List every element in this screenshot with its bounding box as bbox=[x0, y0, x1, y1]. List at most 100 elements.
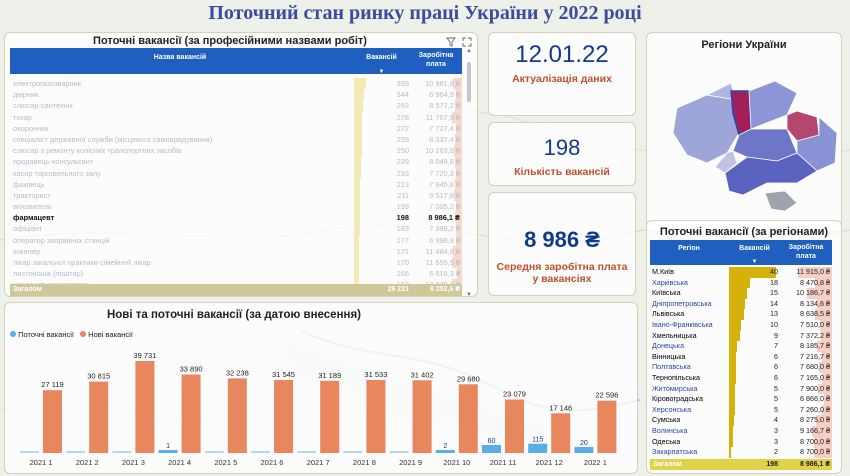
profession-name: електрогазозварник bbox=[13, 79, 81, 88]
region-col-count-header[interactable]: Вакансій ▼ bbox=[729, 244, 780, 267]
region-salary-bar bbox=[814, 436, 832, 448]
professions-table-header: Назва вакансій Вакансій ▼ Заробітна плат… bbox=[10, 48, 462, 77]
scroll-down-icon[interactable]: ▼ bbox=[466, 292, 472, 298]
legend-current-label[interactable]: Поточні вакансії bbox=[18, 330, 74, 339]
profession-row[interactable]: охоронник 272 7 727,4 ₴ bbox=[10, 122, 462, 134]
region-count-cell: 5 bbox=[729, 394, 780, 405]
scroll-thumb[interactable] bbox=[467, 62, 471, 102]
filter-icon[interactable] bbox=[446, 34, 456, 47]
regions-table-header: Регіон Вакансій ▼ Заробітна плата bbox=[650, 240, 832, 265]
region-row[interactable]: Одеська 3 8 700,0 ₴ bbox=[650, 436, 832, 448]
new-vacancies-bar bbox=[597, 400, 617, 453]
region-row[interactable]: Вінницька 6 7 216,7 ₴ bbox=[650, 351, 832, 363]
profession-row[interactable]: касир торговельного залу 233 7 720,3 ₴ bbox=[10, 167, 462, 179]
col-count-header[interactable]: Вакансій ▼ bbox=[354, 53, 409, 77]
profession-row[interactable]: фармацевт 198 8 986,1 ₴ bbox=[10, 212, 462, 224]
category-label: 2022 1 bbox=[584, 458, 607, 467]
region-row[interactable]: Житомирська 5 7 900,0 ₴ bbox=[650, 383, 832, 395]
region-count-cell: 6 bbox=[729, 351, 780, 363]
professions-scrollbar[interactable]: ▲ ▼ bbox=[466, 48, 472, 298]
professions-table-body: електрогазозварник 399 10 981,8 ₴ двірник 34… bbox=[10, 78, 462, 291]
new-value-label: 39 731 bbox=[133, 351, 156, 360]
profession-name: фахівець bbox=[13, 179, 45, 189]
current-vacancies-bar bbox=[343, 451, 363, 453]
region-salary: 7 680,0 ₴ bbox=[800, 362, 830, 372]
region-name: Донецька bbox=[652, 341, 685, 351]
region-row[interactable]: Сумська 4 8 275,0 ₴ bbox=[650, 415, 832, 426]
ukraine-map[interactable] bbox=[647, 33, 843, 233]
col-name-header[interactable]: Назва вакансій bbox=[153, 54, 207, 61]
scroll-up-icon[interactable]: ▲ bbox=[466, 48, 472, 54]
category-label: 2021 4 bbox=[168, 458, 191, 467]
region-row[interactable]: Донецька 7 8 185,7 ₴ bbox=[650, 341, 832, 352]
profession-row[interactable]: фахівець 213 7 945,8 ₴ bbox=[10, 178, 462, 190]
region-col-salary-header[interactable]: Заробітна плата bbox=[788, 244, 824, 260]
profession-row[interactable]: слюсар-сантехнік 293 8 577,2 ₴ bbox=[10, 100, 462, 112]
profession-salary-cell: 7 727,4 ₴ bbox=[410, 122, 462, 134]
profession-name: оператор заправних станцій bbox=[13, 235, 110, 245]
region-row[interactable]: Тернопільська 6 7 165,0 ₴ bbox=[650, 372, 832, 384]
kpi-salary-label-1: Середня заробітна плата bbox=[496, 261, 628, 273]
region-salary-cell: 8 185,7 ₴ bbox=[781, 341, 832, 352]
region-name: Одеська bbox=[652, 436, 681, 446]
current-vacancies-bar bbox=[112, 451, 132, 453]
region-salary-bar bbox=[821, 351, 832, 363]
region-row[interactable]: Львівська 13 8 638,5 ₴ bbox=[650, 309, 832, 320]
profession-name: листоноша (поштар) bbox=[13, 269, 84, 279]
profession-salary: 6 616,3 ₴ bbox=[429, 269, 460, 279]
region-row[interactable]: Кіровоградська 5 6 866,0 ₴ bbox=[650, 394, 832, 405]
region-row[interactable]: Закарпатська 2 8 700,0 ₴ bbox=[650, 447, 832, 458]
category-label: 2021 7 bbox=[307, 458, 330, 467]
profession-row[interactable]: токар 278 11 767,9 ₴ bbox=[10, 111, 462, 123]
region-salary-cell: 11 915,0 ₴ bbox=[781, 267, 832, 278]
salary-bar bbox=[456, 201, 462, 213]
category-label: 2021 2 bbox=[76, 458, 99, 467]
current-value-label: 2 bbox=[443, 443, 447, 450]
current-vacancies-bar bbox=[574, 447, 594, 453]
region-col-name-header[interactable]: Регіон bbox=[678, 245, 700, 252]
profession-row[interactable]: лікар загальної практики-сімейний лікар 1… bbox=[10, 257, 462, 269]
region-count: 5 bbox=[774, 394, 778, 404]
legend-new-label[interactable]: Нові вакансії bbox=[88, 330, 133, 339]
kpi-date-label: Актуалізація даних bbox=[512, 73, 612, 85]
region-row[interactable]: Полтавська 6 7 680,0 ₴ bbox=[650, 362, 832, 373]
region-row[interactable]: Волинська 3 9 166,7 ₴ bbox=[650, 425, 832, 437]
profession-row[interactable]: інженер 171 11 484,8 ₴ bbox=[10, 245, 462, 257]
profession-row[interactable]: офіціант 183 7 398,2 ₴ bbox=[10, 223, 462, 235]
profession-count: 233 bbox=[396, 168, 409, 178]
map-panel: Регіони України bbox=[646, 32, 842, 232]
col-salary-header[interactable]: Заробітна плата bbox=[418, 52, 454, 68]
profession-row[interactable]: спеціаліст державної служби (місцевого с… bbox=[10, 133, 462, 146]
profession-row[interactable]: тракторист 211 9 517,8 ₴ bbox=[10, 189, 462, 202]
region-count: 3 bbox=[774, 425, 778, 435]
profession-row[interactable]: слюсар з ремонту колісних транспортних з… bbox=[10, 145, 462, 157]
count-bar bbox=[354, 167, 361, 179]
profession-salary-cell: 11 484,8 ₴ bbox=[410, 245, 462, 257]
region-row[interactable]: М.Київ 40 11 915,0 ₴ bbox=[650, 267, 832, 278]
profession-row[interactable]: електрогазозварник 399 10 981,8 ₴ bbox=[10, 78, 462, 90]
current-vacancies-bar bbox=[435, 450, 455, 453]
region-row[interactable]: Хмельницька 9 7 372,2 ₴ bbox=[650, 330, 832, 342]
map-north bbox=[748, 80, 798, 130]
profession-count-cell: 399 bbox=[354, 78, 409, 90]
profession-row[interactable]: двірник 344 6 964,9 ₴ bbox=[10, 89, 462, 101]
focus-mode-icon[interactable] bbox=[462, 34, 472, 47]
count-bar bbox=[354, 201, 360, 213]
profession-row[interactable]: продавець-консультант 239 8 049,8 ₴ bbox=[10, 156, 462, 168]
region-row[interactable]: Івано-Франківська 10 7 510,0 ₴ bbox=[650, 319, 832, 331]
profession-count-cell: 259 bbox=[354, 133, 409, 146]
region-row[interactable]: Херсонська 5 7 260,0 ₴ bbox=[650, 404, 832, 416]
profession-row[interactable]: листоноша (поштар) 166 6 616,3 ₴ bbox=[10, 268, 462, 280]
profession-row[interactable]: оператор заправних станцій 177 6 998,9 ₴ bbox=[10, 234, 462, 246]
legend-current-dot bbox=[10, 331, 16, 337]
profession-count-cell: 344 bbox=[354, 89, 409, 101]
category-label: 2021 1 bbox=[30, 458, 53, 467]
profession-row[interactable]: вихователь 199 7 005,2 ₴ bbox=[10, 201, 462, 213]
region-count-cell: 5 bbox=[729, 383, 780, 395]
region-row[interactable]: Дніпропетровська 14 8 134,6 ₴ bbox=[650, 298, 832, 310]
region-salary-cell: 8 700,0 ₴ bbox=[781, 436, 832, 448]
region-row[interactable]: Київська 15 10 186,7 ₴ bbox=[650, 288, 832, 299]
profession-salary-cell: 6 616,3 ₴ bbox=[410, 268, 462, 280]
region-row[interactable]: Харківська 18 8 470,8 ₴ bbox=[650, 277, 832, 289]
chart-legend: Поточні вакансії Нові вакансії bbox=[10, 330, 133, 339]
